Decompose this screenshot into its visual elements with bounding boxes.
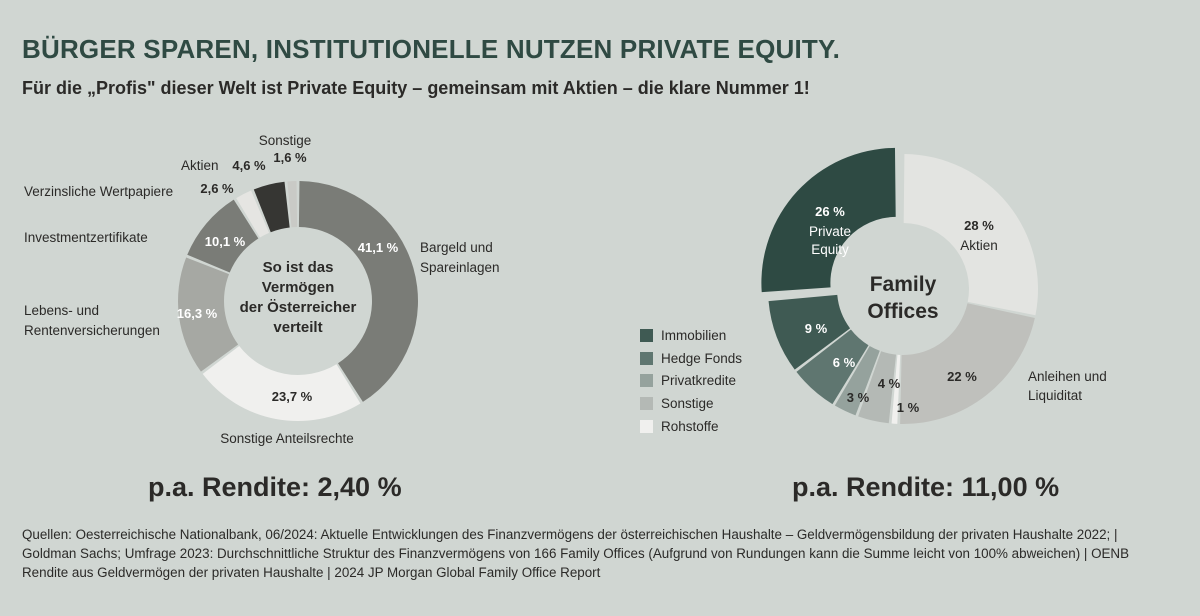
value-aktien: 4,6 % [232,158,266,173]
legend-label: Rohstoffe [661,419,719,435]
slice-fo-sonstige [858,351,897,424]
slice-investmentzertifikate [187,199,259,273]
value-sonstige-anteilsrechte: 23,7 % [272,389,313,404]
legend-item-immobilien: Immobilien [640,324,742,347]
label-sonstige-anteilsrechte: Sonstige Anteilsrechte [220,431,354,446]
rendite-family-offices: p.a. Rendite: 11,00 % [792,472,1060,502]
value-fo-anleihen-und-liquiditat: 22 % [947,369,977,384]
legend-swatch [640,328,653,342]
legend-item-rohstoffe: Rohstoffe [640,415,742,438]
value-fo-private-equity: 26 % [815,204,845,219]
slice-bargeld-und-spareinlagen [298,181,418,402]
sources-note: Quellen: Oesterreichische Nationalbank, … [22,527,1130,580]
legend-label: Hedge Fonds [661,350,743,366]
value-fo-sonstige: 4 % [878,376,901,391]
value-fo-hedge-fonds: 6 % [833,355,856,370]
label-lebens-und-rentenversicherungen: Lebens- und [24,303,99,318]
legend-item-privatkredite: Privatkredite [640,370,742,393]
value-sonstige: 1,6 % [273,150,307,165]
label-fo-private-equity: Private [809,224,851,239]
legend-item-hedge-fonds: Hedge Fonds [640,347,742,370]
slice-aktien [253,181,290,233]
headline: BÜRGER SPAREN, INSTITUTIONELLE NUTZEN PR… [22,34,841,64]
center-label-austria: So ist das [263,259,334,276]
center-label-family-offices: Family [870,273,937,296]
label-fo-anleihen-und-liquiditat: Anleihen und [1028,369,1107,384]
center-label-family-offices: Offices [867,300,938,323]
legend-label: Immobilien [661,327,727,343]
slice-fo-immobilien [768,294,851,370]
slice-fo-privatkredite [834,345,880,416]
slice-lebens-und-rentenversicherungen [177,257,239,372]
value-fo-immobilien: 9 % [805,321,828,336]
value-fo-aktien: 28 % [964,218,994,233]
label-investmentzertifikate: Investmentzertifikate [24,230,148,245]
family-offices-legend: Immobilien Hedge Fonds Privatkredite Sonsti… [640,324,742,438]
subline: Für die „Profis" dieser Welt ist Private… [22,78,810,98]
center-label-austria: verteilt [273,319,322,336]
label-sonstige: Sonstige [259,133,312,148]
center-label-austria: der Österreicher [240,299,357,316]
label-aktien: Aktien [181,158,219,173]
label-lebens-und-rentenversicherungen: Rentenversicherungen [24,323,160,338]
label-bargeld-und-spareinlagen: Bargeld und [420,240,493,255]
value-lebens-und-rentenversicherungen: 16,3 % [177,306,218,321]
rendite-austria: p.a. Rendite: 2,40 % [148,472,402,502]
legend-swatch [640,397,653,411]
value-fo-rohstoffe: 1 % [897,400,920,415]
legend-swatch [640,420,653,434]
legend-item-sonstige: Sonstige [640,392,742,415]
slice-fo-private-equity [761,147,896,293]
label-fo-anleihen-und-liquiditat: Liquiditat [1028,388,1082,403]
value-fo-privatkredite: 3 % [847,390,870,405]
value-investmentzertifikate: 10,1 % [205,234,246,249]
legend-label: Privatkredite [661,373,737,389]
slice-sonstige [287,181,298,228]
legend-label: Sonstige [661,396,714,412]
legend-swatch [640,374,653,388]
label-fo-aktien: Aktien [960,238,998,253]
value-bargeld-und-spareinlagen: 41,1 % [358,240,399,255]
slice-fo-hedge-fonds [796,329,869,405]
value-verzinsliche-wertpapiere: 2,6 % [200,181,234,196]
slice-fo-rohstoffe [891,354,901,424]
slice-verzinsliche-wertpapiere [236,190,270,238]
slice-fo-aktien [903,154,1039,316]
label-bargeld-und-spareinlagen: Spareinlagen [420,260,500,275]
label-verzinsliche-wertpapiere: Verzinsliche Wertpapiere [24,184,173,199]
center-label-austria: Vermögen [262,279,335,296]
legend-swatch [640,351,653,365]
slice-sonstige-anteilsrechte [202,345,361,421]
label-fo-private-equity: Equity [811,242,849,257]
slice-fo-anleihen-und-liquiditat [900,303,1035,424]
